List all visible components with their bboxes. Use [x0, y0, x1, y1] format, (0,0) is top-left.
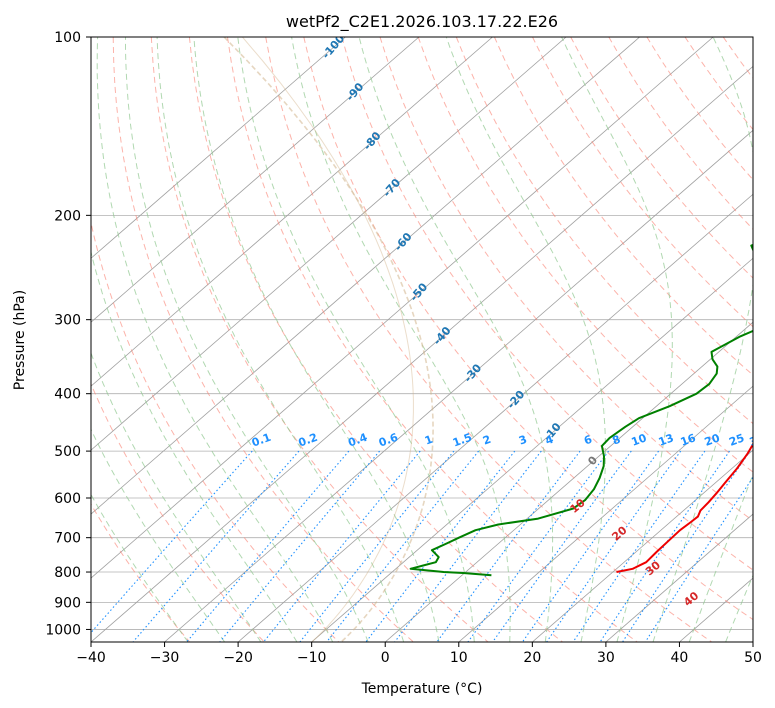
y-tick-label: 1000: [45, 622, 81, 638]
mixing-ratio-label: 0.4: [346, 431, 369, 450]
y-tick-label: 700: [54, 531, 81, 547]
y-tick-label: 200: [54, 208, 81, 224]
y-tick-label: 900: [54, 595, 81, 611]
moist-adiabat-line: [91, 351, 262, 642]
moist-adiabat-line: [91, 428, 226, 642]
mixing-ratio-label: 0.6: [377, 431, 400, 450]
moist-adiabat-line: [688, 472, 753, 642]
mixing-ratio-line: [572, 450, 706, 642]
isotherm-line: [164, 129, 753, 642]
x-axis-title: Temperature (°C): [361, 681, 483, 697]
isotherm-line: [91, 37, 420, 323]
mixing-ratio-label: 25: [727, 431, 746, 448]
dry-adiabat-line: [493, 37, 753, 376]
moist-adiabat-line: [156, 37, 405, 642]
x-tick-label: 30: [597, 650, 615, 666]
chart-title: wetPf2_C2E1.2026.103.17.22.E26: [286, 12, 558, 32]
mixing-ratio-label: 30: [748, 431, 767, 449]
dry-adiabat-line: [150, 37, 489, 642]
mixing-ratio-line: [599, 450, 730, 642]
x-tick-label: −10: [297, 650, 327, 666]
isotherm-line: [458, 385, 753, 642]
reference-curve: [223, 37, 434, 642]
isotherm-line: [91, 37, 640, 515]
y-tick-label: 600: [54, 491, 81, 507]
dry-adiabat-line: [188, 37, 563, 642]
mixing-ratio-label: 16: [679, 431, 698, 449]
isotherm-line: [91, 37, 714, 579]
moist-adiabat-line: [91, 250, 298, 642]
isotherm-line: [237, 193, 753, 642]
x-tick-label: 10: [450, 650, 468, 666]
mixing-ratio-label: 8: [611, 433, 623, 448]
x-tick-label: −40: [76, 650, 106, 666]
mixing-ratio-label: 1: [423, 433, 435, 448]
isotherm-line: [311, 257, 753, 642]
x-tick-label: −20: [223, 650, 253, 666]
moist-adiabat-line: [445, 37, 607, 642]
moist-adiabat-line: [125, 37, 369, 642]
isotherm-line: [91, 37, 346, 259]
mixing-ratio-label: 13: [657, 431, 676, 448]
mixing-ratio-line: [219, 450, 381, 642]
dry-adiabat-line: [227, 37, 638, 642]
y-tick-label: 300: [54, 313, 81, 329]
y-tick-label: 500: [54, 444, 81, 460]
x-tick-label: 50: [744, 650, 762, 666]
moist-adiabat-line: [237, 37, 475, 642]
moist-adiabat-line: [652, 37, 753, 642]
isotherm-line: [91, 65, 753, 642]
moist-adiabat-line: [291, 37, 511, 642]
moist-adiabat-line: [725, 574, 753, 642]
mixing-ratio-label: 10: [630, 431, 649, 449]
x-tick-label: 40: [671, 650, 689, 666]
moist-adiabat-line: [358, 37, 554, 642]
isotherm-line: [91, 37, 493, 387]
temperature-profile-line: [616, 442, 753, 573]
mixing-ratio-line: [263, 450, 421, 642]
mixing-ratio-label: 6: [582, 433, 594, 448]
reference-curve: [242, 37, 414, 642]
mixing-ratio-label: 4: [544, 433, 556, 448]
dry-adiabat-line: [91, 503, 190, 642]
moist-adiabat-line: [193, 37, 440, 642]
y-tick-label: 800: [54, 565, 81, 581]
x-tick-label: 0: [381, 650, 390, 666]
mixing-ratio-label: 1.5: [451, 431, 474, 450]
mixing-ratio-label: 3: [517, 433, 529, 448]
x-tick-label: −30: [150, 650, 180, 666]
mixing-ratio-label: 2: [481, 433, 493, 448]
dry-adiabat-line: [341, 37, 753, 571]
dry-adiabat-line: [265, 37, 712, 642]
isotherm-line: [91, 37, 567, 451]
mixing-ratio-line: [365, 450, 516, 642]
mixing-ratio-line: [326, 450, 480, 642]
dry-adiabat-line: [417, 37, 753, 473]
dry-adiabat-line: [91, 382, 265, 642]
dry-adiabat-line: [112, 37, 414, 642]
mixing-ratio-line: [546, 450, 682, 642]
moist-adiabat-line: [91, 493, 189, 642]
moist-adiabat-line: [96, 37, 334, 642]
mixing-ratio-line: [186, 450, 350, 642]
mixing-ratio-line: [467, 450, 610, 642]
mixing-ratio-line: [644, 476, 753, 642]
dewpoint-profile-line: [409, 243, 753, 577]
plot-frame: [90, 36, 754, 643]
isotherm-line: [532, 449, 753, 642]
mixing-ratio-line: [622, 450, 751, 642]
mixing-ratio-line: [436, 450, 581, 642]
x-tick-label: 20: [523, 650, 541, 666]
y-tick-label: 400: [54, 387, 81, 403]
mixing-ratio-label: 0.2: [297, 431, 320, 450]
isotherm-line: [605, 513, 753, 642]
dry-adiabat-line: [532, 37, 753, 328]
y-axis-title: Pressure (hPa): [12, 290, 28, 390]
y-tick-label: 100: [54, 30, 81, 46]
mixing-ratio-line: [299, 450, 455, 642]
mixing-ratio-label: 0.1: [250, 431, 273, 450]
mixing-ratio-label: 20: [703, 431, 722, 449]
